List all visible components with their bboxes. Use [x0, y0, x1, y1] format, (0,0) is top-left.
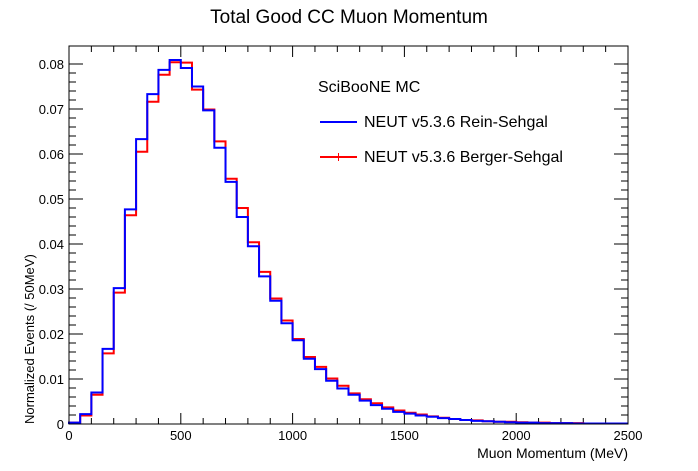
legend-label-rein-sehgal: NEUT v5.3.6 Rein-Sehgal [364, 114, 548, 131]
y-tick-label: 0.03 [39, 282, 64, 297]
x-tick-label: 1500 [390, 428, 419, 443]
x-tick-label: 2000 [502, 428, 531, 443]
x-tick-label: 2500 [614, 428, 643, 443]
x-axis-label: Muon Momentum (MeV) [477, 445, 628, 461]
series-line-0 [68, 58, 628, 425]
plot-frame [68, 45, 629, 425]
y-tick-label: 0.07 [39, 102, 64, 117]
legend: SciBooNE MC NEUT v5.3.6 Rein-Sehgal NEUT… [318, 79, 563, 166]
chart-title: Total Good CC Muon Momentum [210, 7, 488, 28]
y-tick-label: 0.02 [39, 327, 64, 342]
y-tick-label: 0.01 [39, 372, 64, 387]
legend-label-berger-sehgal: NEUT v5.3.6 Berger-Sehgal [364, 149, 563, 166]
y-tick-label: 0 [57, 417, 64, 432]
y-tick-label: 0.05 [39, 192, 64, 207]
x-axis-ticks: 0 500 1000 1500 2000 2500 [65, 46, 642, 443]
y-tick-label: 0.06 [39, 147, 64, 162]
x-tick-label: 1000 [278, 428, 307, 443]
series-layer [68, 58, 628, 425]
y-tick-label: 0.08 [39, 57, 64, 72]
x-tick-label: 0 [65, 428, 72, 443]
y-axis-ticks: 0 0.01 0.02 0.03 0.04 0.05 0.06 0.07 0.08 [39, 57, 628, 432]
legend-header: SciBooNE MC [318, 79, 420, 96]
y-tick-label: 0.04 [39, 237, 64, 252]
y-axis-label: Normalized Events (/ 50MeV) [22, 254, 37, 424]
x-tick-label: 500 [170, 428, 192, 443]
